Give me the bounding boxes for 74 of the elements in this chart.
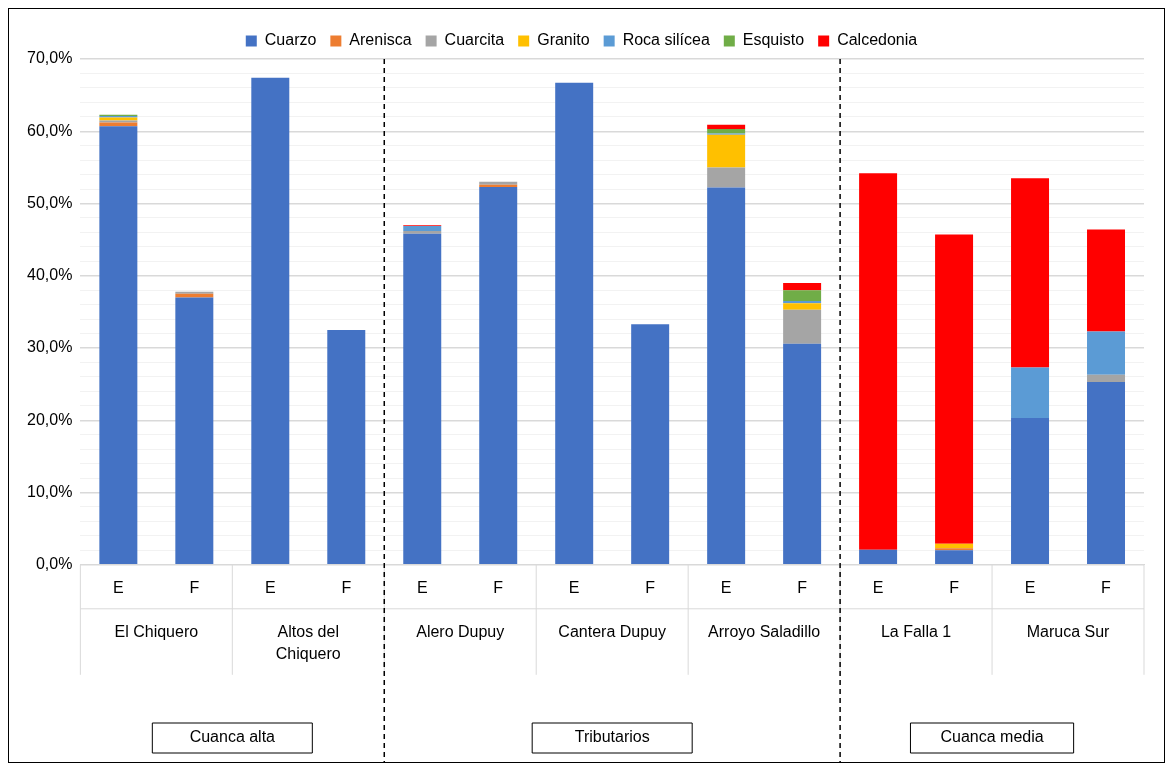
x-tick-label: E xyxy=(720,578,732,596)
legend-label: Arenisca xyxy=(349,31,412,49)
x-tick-label: F xyxy=(341,578,352,596)
y-tick-label: 70,0% xyxy=(26,49,73,67)
text: Tributarios xyxy=(574,728,650,746)
bar xyxy=(1087,374,1126,382)
x-tick-label: F xyxy=(1101,578,1112,596)
bar xyxy=(783,309,822,344)
bar xyxy=(783,301,822,304)
x-tick-label: E xyxy=(872,578,884,596)
bar xyxy=(1087,331,1126,375)
text: Alero Dupuy xyxy=(416,623,505,641)
bar xyxy=(707,124,746,130)
y-tick-label: 60,0% xyxy=(26,121,73,139)
bar xyxy=(783,290,822,302)
bar xyxy=(479,186,518,565)
bar xyxy=(783,303,822,310)
bar xyxy=(555,82,594,565)
text: Cuanca alta xyxy=(189,728,276,746)
x-tick-label: E xyxy=(416,578,428,596)
text: El Chiquero xyxy=(114,623,199,641)
legend-label: Roca silícea xyxy=(622,31,710,49)
bar xyxy=(403,225,442,231)
bar xyxy=(783,283,822,291)
x-tick-label: F xyxy=(189,578,200,596)
y-tick-label: 50,0% xyxy=(26,193,73,211)
x-tick-label: F xyxy=(949,578,960,596)
y-tick-label: 0,0% xyxy=(35,555,73,573)
bar xyxy=(859,173,898,550)
text: Cuanca media xyxy=(940,728,1044,746)
bar xyxy=(1011,178,1050,368)
legend-label: Calcedonia xyxy=(837,31,918,49)
bar xyxy=(1087,381,1126,565)
bar xyxy=(251,77,290,565)
x-tick-label: F xyxy=(645,578,656,596)
x-tick-label: F xyxy=(797,578,808,596)
legend-label: Granito xyxy=(537,31,590,49)
x-tick-label: E xyxy=(113,578,124,596)
y-tick-label: 10,0% xyxy=(26,482,73,500)
bar xyxy=(1011,367,1050,419)
x-tick-label: E xyxy=(1024,578,1036,596)
y-tick-label: 40,0% xyxy=(26,266,73,284)
bar xyxy=(935,548,974,551)
bar xyxy=(1011,418,1050,565)
bar xyxy=(631,324,670,565)
bar xyxy=(707,134,746,168)
text: La Falla 1 xyxy=(880,623,952,641)
legend-label: Cuarcita xyxy=(444,31,505,49)
text: Maruca Sur xyxy=(1026,623,1111,641)
y-tick-label: 30,0% xyxy=(26,338,73,356)
bar xyxy=(327,329,366,565)
bar xyxy=(859,549,898,565)
bar xyxy=(707,187,746,565)
y-tick-label: 20,0% xyxy=(26,410,73,428)
legend-label: Esquisto xyxy=(742,31,805,49)
legend-label: Cuarzo xyxy=(264,31,317,49)
bar xyxy=(707,167,746,188)
bar xyxy=(1087,229,1126,332)
text: Cantera Dupuy xyxy=(558,623,666,641)
x-tick-label: E xyxy=(264,578,276,596)
bar xyxy=(175,297,214,565)
text: Altos del Chiquero xyxy=(275,623,341,663)
bar xyxy=(935,550,974,565)
bar xyxy=(403,233,442,565)
bar xyxy=(783,343,822,565)
x-tick-label: E xyxy=(568,578,580,596)
bar xyxy=(175,291,214,294)
bar xyxy=(403,230,442,234)
bar xyxy=(935,234,974,544)
text: Arroyo Saladillo xyxy=(708,623,821,641)
bar xyxy=(935,543,974,549)
x-tick-label: F xyxy=(493,578,504,596)
bar xyxy=(707,129,746,134)
bar xyxy=(99,126,138,565)
